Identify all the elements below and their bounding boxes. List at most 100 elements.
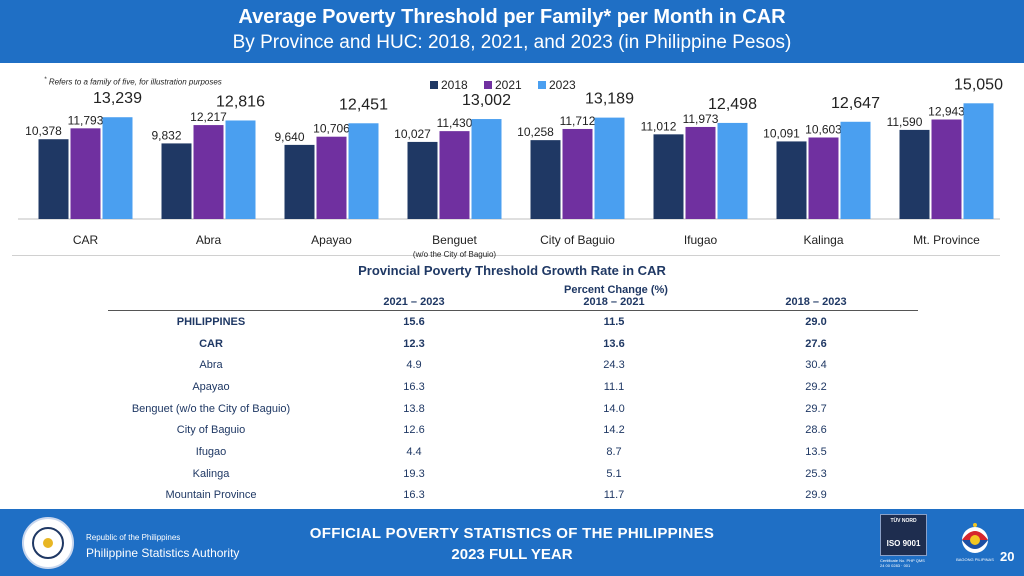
row-label: Apayao	[192, 380, 230, 393]
org-line-2: Philippine Statistics Authority	[86, 546, 240, 560]
data-label: 10,706	[313, 122, 350, 136]
footer-banner-title: OFFICIAL POVERTY STATISTICS OF THE PHILI…	[309, 525, 715, 542]
category-label: Ifugao	[684, 233, 718, 247]
slide-title: Average Poverty Threshold per Family* pe…	[238, 6, 786, 28]
table-cell: 11.7	[603, 489, 625, 502]
table-cell: 12.6	[403, 424, 425, 437]
data-label: 9,640	[274, 130, 304, 144]
table-cell: 4.9	[406, 359, 422, 372]
bar-2023-abra	[225, 120, 256, 219]
data-label: 15,050	[954, 76, 1003, 93]
footnote-text: Refers to a family of five, for illustra…	[48, 77, 222, 87]
table-cell: 14.0	[603, 402, 625, 415]
table-cell: 8.7	[606, 445, 622, 458]
data-label: 12,816	[216, 93, 265, 110]
table-column-header-row: 2021 – 2023 2018 – 2021 2018 – 2023	[108, 296, 918, 311]
bar-2023-ifugao	[717, 122, 748, 219]
bar-2023-kalinga	[840, 121, 871, 219]
row-label: Benguet (w/o the City of Baguio)	[131, 402, 291, 415]
bar-2021-city-of-baguio	[562, 128, 593, 219]
legend-swatch	[430, 81, 438, 89]
org-line-1: Republic of the Philippines	[86, 533, 181, 542]
growth-rate-table: Percent Change (%) 2021 – 2023 2018 – 20…	[108, 282, 918, 506]
footnote: * Refers to a family of five, for illust…	[44, 76, 222, 87]
table-row: CAR 12.3 13.6 27.6	[108, 333, 918, 355]
row-label: Ifugao	[195, 445, 227, 458]
table-cell: 28.6	[805, 424, 827, 437]
column-header: 2021 – 2023	[314, 296, 514, 311]
data-label: 12,498	[708, 96, 757, 113]
bagong-pilipinas-label: BAGONG PILIPINAS	[956, 557, 994, 562]
row-label: Mountain Province	[165, 489, 257, 502]
category-label: Mt. Province	[913, 233, 980, 247]
row-label: PHILIPPINES	[176, 315, 246, 328]
table-row: Kalinga 19.3 5.1 25.3	[108, 463, 918, 485]
footer-banner-year: 2023 FULL YEAR	[451, 546, 573, 563]
category-label: City of Baguio	[540, 233, 615, 247]
row-label: CAR	[199, 337, 223, 350]
table-body: Percent Change (%) 2021 – 2023 2018 – 20…	[108, 282, 918, 506]
category-label: Abra	[196, 233, 222, 247]
bar-2021-benguet	[439, 131, 470, 219]
bar-2021-car	[70, 128, 101, 219]
table-row: Abra 4.9 24.3 30.4	[108, 354, 918, 376]
data-label: 11,712	[560, 114, 596, 128]
bar-2021-abra	[193, 125, 224, 219]
legend-label: 2021	[495, 78, 522, 92]
data-label: 10,378	[25, 124, 62, 138]
row-label: Kalinga	[192, 467, 230, 480]
bar-2021-mt-province	[931, 119, 962, 219]
table-cell: 24.3	[603, 359, 625, 372]
table-cell: 13.5	[805, 445, 827, 458]
table-row: PHILIPPINES 15.6 11.5 29.0	[108, 311, 918, 333]
table-cell: 4.4	[406, 445, 422, 458]
table-row: City of Baguio 12.6 14.2 28.6	[108, 419, 918, 441]
data-label: 11,973	[683, 112, 719, 126]
data-label: 10,603	[805, 122, 842, 136]
category-label: Benguet	[432, 233, 477, 247]
column-header: 2018 – 2021	[514, 296, 714, 311]
bar-2023-city-of-baguio	[594, 117, 625, 219]
bar-2018-kalinga	[776, 141, 807, 219]
group-header: Percent Change (%)	[564, 284, 668, 296]
table-cell: 25.3	[805, 467, 827, 480]
bar-2023-car	[102, 117, 133, 219]
legend-swatch	[484, 81, 492, 89]
iso-top-label: TÜV NORD	[890, 518, 917, 524]
data-label: 11,430	[437, 116, 473, 130]
row-label: Abra	[199, 359, 223, 372]
table-cell: 13.8	[403, 402, 425, 415]
header-bar	[0, 0, 1024, 63]
data-label: 13,189	[585, 91, 634, 108]
table-row: Apayao 16.3 11.1 29.2	[108, 376, 918, 398]
bar-2021-kalinga	[808, 137, 839, 219]
table-row: Mountain Province 16.3 11.7 29.9	[108, 485, 918, 507]
table-cell: 29.9	[805, 489, 827, 502]
data-label: 13,002	[462, 92, 511, 109]
legend-swatch	[538, 81, 546, 89]
legend-label: 2023	[549, 78, 576, 92]
bar-2018-car	[38, 139, 69, 219]
table-cell: 16.3	[403, 380, 425, 393]
table-cell: 13.6	[603, 337, 625, 350]
table-cell: 29.7	[805, 402, 827, 415]
slide-subtitle: By Province and HUC: 2018, 2021, and 202…	[232, 32, 792, 53]
data-label: 12,647	[831, 95, 880, 112]
bar-2023-mt-province	[963, 103, 994, 219]
bar-2018-abra	[161, 143, 192, 219]
table-cell: 15.6	[403, 315, 425, 328]
table-cell: 30.4	[805, 359, 827, 372]
data-label: 13,239	[93, 90, 142, 107]
table-title: Provincial Poverty Threshold Growth Rate…	[358, 263, 666, 278]
table-cell: 16.3	[403, 489, 425, 502]
iso-label: ISO 9001	[886, 539, 921, 548]
legend-label: 2018	[441, 78, 468, 92]
table-group-header-row: Percent Change (%)	[108, 282, 918, 296]
table-cell: 14.2	[603, 424, 625, 437]
category-sublabel: (w/o the City of Baguio)	[413, 250, 496, 259]
page-number: 20	[1000, 549, 1015, 564]
data-label: 9,832	[151, 128, 181, 142]
bar-2021-apayao	[316, 136, 347, 219]
bar-2023-benguet	[471, 119, 502, 219]
